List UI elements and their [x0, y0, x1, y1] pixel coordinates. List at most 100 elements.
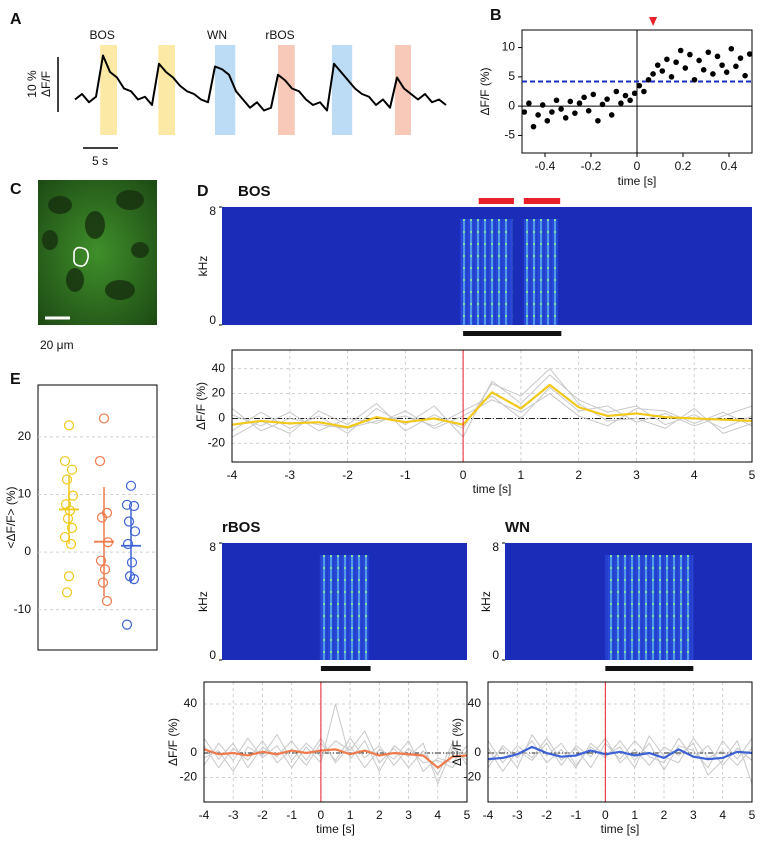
cell-shadow	[66, 268, 84, 292]
point	[714, 53, 721, 60]
x-tick-label: -2	[541, 808, 552, 822]
x-tick-label: -2	[342, 468, 353, 482]
point	[125, 480, 137, 491]
x-tick-label: 1	[518, 468, 525, 482]
cell-shadow	[48, 196, 72, 214]
point	[650, 71, 656, 77]
trial-trace	[231, 393, 753, 432]
panel-label: D	[197, 183, 209, 200]
x-axis-label: time [s]	[618, 174, 657, 188]
panel-label: A	[10, 11, 22, 28]
x-tick-label: 4	[719, 808, 726, 822]
point	[677, 47, 684, 54]
point	[654, 62, 661, 68]
point	[742, 72, 748, 79]
y-tick-label: 0	[190, 745, 197, 759]
y-tick-label: 8	[209, 204, 216, 218]
spectrogram-title: BOS	[238, 183, 271, 200]
x-tick-label: 2	[575, 468, 582, 482]
point	[659, 68, 666, 74]
point	[608, 112, 615, 118]
point	[700, 67, 707, 73]
x-tick-label: 4	[434, 808, 441, 822]
onset-marker	[649, 17, 658, 26]
plot-frame	[203, 681, 468, 803]
y-tick-label: 40	[468, 696, 482, 710]
cell-shadow	[131, 242, 149, 258]
stimulus-bar	[605, 666, 694, 671]
point	[61, 587, 73, 598]
y-axis-label: ΔF/F (%)	[194, 382, 208, 430]
point	[63, 420, 75, 431]
y-tick-label: -10	[14, 602, 32, 616]
y-axis-label: <ΔF/F> (%)	[4, 486, 18, 548]
point	[585, 108, 592, 114]
point	[733, 63, 739, 70]
point	[521, 109, 528, 115]
y-tick-label: 10	[18, 487, 32, 501]
x-tick-label: 0	[602, 808, 609, 822]
cell-shadow	[42, 230, 58, 250]
y-axis-label: ΔF/F	[39, 71, 53, 97]
sound-segment	[319, 555, 370, 660]
panel-label: B	[490, 7, 502, 24]
x-tick-label: -1	[571, 808, 582, 822]
cell-shadow	[105, 280, 135, 300]
point	[673, 59, 679, 66]
roi-outline	[73, 246, 89, 267]
point	[98, 413, 110, 424]
stimulus-label: rBOS	[265, 28, 294, 42]
point	[65, 538, 77, 550]
trial-trace	[231, 374, 753, 438]
stimulus-band	[331, 45, 353, 135]
x-tick-label: 0.4	[721, 159, 738, 173]
y-tick-label: 20	[18, 429, 32, 443]
y-axis-label: kHz	[196, 591, 210, 612]
x-tick-label: -3	[284, 468, 295, 482]
point	[121, 619, 133, 630]
x-tick-label: 3	[690, 808, 697, 822]
x-tick-label: 5	[749, 808, 756, 822]
sound-segment	[523, 219, 559, 325]
x-tick-label: -0.2	[581, 159, 602, 173]
point	[687, 51, 693, 58]
x-tick-label: 4	[691, 468, 698, 482]
y-axis-label: ΔF/F (%)	[478, 67, 492, 115]
point	[710, 71, 716, 77]
point	[618, 100, 624, 107]
point	[67, 490, 79, 501]
point	[719, 62, 725, 68]
trial-trace	[231, 368, 753, 438]
point	[691, 76, 698, 83]
point	[101, 595, 113, 607]
point	[126, 557, 138, 568]
y-axis-label: kHz	[479, 591, 493, 612]
x-tick-label: 2	[376, 808, 383, 822]
trial-trace	[487, 737, 753, 769]
y-axis-label: kHz	[196, 256, 210, 277]
y-tick-label: 20	[212, 386, 226, 400]
point	[129, 526, 141, 537]
x-tick-label: 5	[749, 468, 756, 482]
y-tick-label: 0	[492, 648, 499, 662]
point	[63, 571, 75, 582]
point	[682, 65, 689, 71]
stimulus-band	[394, 45, 411, 135]
point	[581, 94, 587, 101]
point	[96, 512, 108, 523]
x-tick-label: 2	[661, 808, 668, 822]
y-tick-label: 10	[502, 40, 516, 54]
point	[737, 55, 744, 61]
point	[95, 555, 107, 566]
point	[590, 91, 597, 98]
trial-trace	[203, 730, 468, 776]
point	[539, 102, 546, 108]
y-tick-label: 0	[218, 411, 225, 425]
point	[549, 109, 555, 115]
syllable-bar	[523, 198, 561, 204]
plot-frame	[231, 349, 753, 463]
point	[128, 574, 140, 585]
x-tick-label: 0	[460, 468, 467, 482]
